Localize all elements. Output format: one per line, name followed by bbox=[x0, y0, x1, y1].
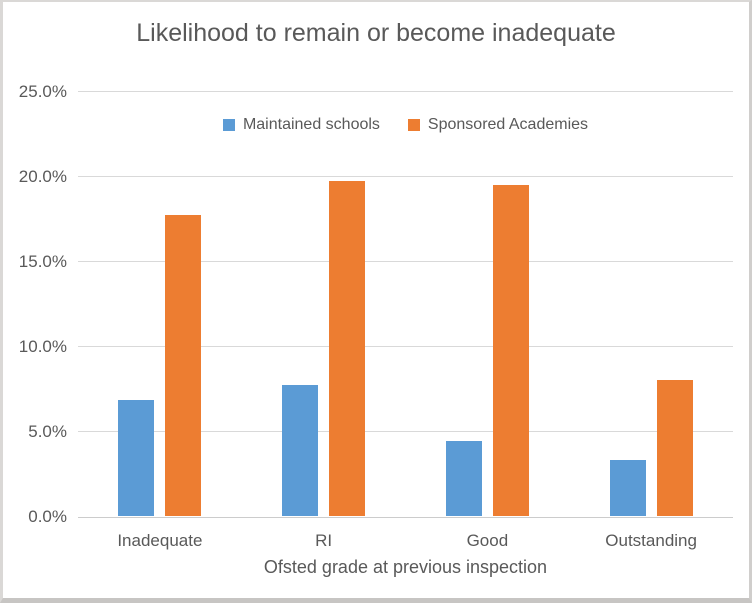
x-category-label: RI bbox=[315, 531, 333, 550]
gridline bbox=[78, 91, 733, 92]
legend-item-maintained-schools: Maintained schools bbox=[222, 113, 380, 137]
bar-maintained-schools-good bbox=[445, 441, 482, 516]
chart-title: Likelihood to remain or become inadequat… bbox=[136, 19, 616, 47]
legend-item-sponsored-academies: Sponsored Academies bbox=[407, 113, 589, 137]
bar-sponsored-academies-good bbox=[492, 184, 529, 516]
gridline bbox=[78, 176, 733, 177]
legend-swatch-icon bbox=[407, 119, 420, 131]
bar-maintained-schools-ri bbox=[282, 385, 319, 516]
bar-sponsored-academies-ri bbox=[329, 181, 366, 516]
x-axis-line bbox=[78, 517, 733, 518]
bar-maintained-schools-inadequate bbox=[118, 400, 155, 516]
bar-maintained-schools-outstanding bbox=[609, 459, 646, 516]
y-tick-label: 25.0% bbox=[18, 82, 67, 101]
gridline bbox=[78, 431, 733, 432]
x-category-label: Outstanding bbox=[605, 531, 697, 550]
gridline bbox=[78, 261, 733, 262]
bar-sponsored-academies-inadequate bbox=[165, 215, 202, 516]
y-tick-label: 15.0% bbox=[18, 252, 67, 271]
legend-label: Sponsored Academies bbox=[427, 116, 589, 133]
y-tick-label: 10.0% bbox=[18, 337, 67, 356]
x-category-label: Inadequate bbox=[117, 531, 203, 550]
y-tick-label: 20.0% bbox=[18, 167, 67, 186]
legend-label: Maintained schools bbox=[242, 116, 380, 133]
x-axis-title: Ofsted grade at previous inspection bbox=[263, 557, 548, 577]
gridline bbox=[78, 346, 733, 347]
y-tick-label: 0.0% bbox=[28, 507, 67, 526]
plot-area bbox=[78, 91, 733, 518]
bar-sponsored-academies-outstanding bbox=[656, 380, 693, 516]
x-axis-labels: Inadequate RI Good Outstanding bbox=[78, 531, 733, 551]
legend-swatch-icon bbox=[222, 119, 235, 131]
y-tick-label: 5.0% bbox=[28, 422, 67, 441]
x-category-label: Good bbox=[466, 531, 509, 550]
legend: Maintained schools Sponsored Academies bbox=[78, 113, 733, 137]
